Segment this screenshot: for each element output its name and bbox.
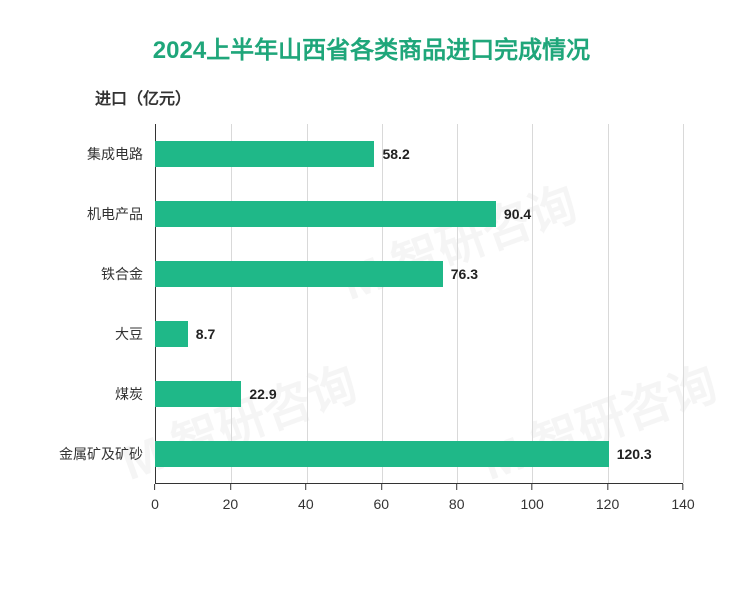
- x-tick-mark: [381, 484, 382, 490]
- x-tick-label: 140: [671, 496, 694, 512]
- x-axis-ticks: 020406080100120140: [155, 484, 683, 524]
- x-tick-label: 100: [520, 496, 543, 512]
- x-tick: 40: [298, 484, 314, 512]
- x-tick: 0: [151, 484, 159, 512]
- chart-container: 2024上半年山西省各类商品进口完成情况 进口（亿元） M 智研咨询 M 智研咨…: [0, 0, 743, 592]
- bar-row: 金属矿及矿砂120.3: [155, 441, 683, 466]
- bar: [155, 321, 188, 346]
- bar-value-label: 120.3: [617, 446, 652, 462]
- x-tick: 100: [520, 484, 543, 512]
- x-tick-label: 40: [298, 496, 314, 512]
- chart-bars: 集成电路58.2 机电产品90.4 铁合金76.3 大豆8.7 煤炭22.9 金属矿及矿砂…: [155, 124, 683, 484]
- bar-value-label: 22.9: [249, 386, 276, 402]
- x-tick-label: 20: [223, 496, 239, 512]
- bar: [155, 381, 241, 406]
- bar: [155, 441, 609, 466]
- bar-row: 集成电路58.2: [155, 141, 683, 166]
- category-label: 机电产品: [87, 204, 143, 224]
- x-tick-mark: [154, 484, 155, 490]
- chart-title: 2024上半年山西省各类商品进口完成情况: [40, 30, 703, 65]
- x-tick-mark: [532, 484, 533, 490]
- bar: [155, 261, 443, 286]
- bar-row: 铁合金76.3: [155, 261, 683, 286]
- x-tick-label: 80: [449, 496, 465, 512]
- x-tick-mark: [456, 484, 457, 490]
- x-tick: 140: [671, 484, 694, 512]
- x-tick-mark: [230, 484, 231, 490]
- x-tick-mark: [305, 484, 306, 490]
- bar-row: 机电产品90.4: [155, 201, 683, 226]
- gridline: [683, 124, 684, 483]
- plot-area: M 智研咨询 M 智研咨询 M 智研咨询 集成电路58.2机电产品90.4铁合金…: [155, 124, 683, 524]
- category-label: 煤炭: [115, 384, 143, 404]
- y-axis-label: 进口（亿元）: [95, 85, 703, 109]
- x-tick-mark: [682, 484, 683, 490]
- x-tick: 60: [373, 484, 389, 512]
- bar-value-label: 90.4: [504, 206, 531, 222]
- x-tick: 20: [223, 484, 239, 512]
- bar-value-label: 8.7: [196, 326, 215, 342]
- x-tick-label: 0: [151, 496, 159, 512]
- bar-row: 大豆8.7: [155, 321, 683, 346]
- x-tick: 80: [449, 484, 465, 512]
- category-label: 铁合金: [101, 264, 143, 284]
- x-tick-label: 120: [596, 496, 619, 512]
- x-tick-mark: [607, 484, 608, 490]
- bar: [155, 201, 496, 226]
- category-label: 大豆: [115, 324, 143, 344]
- bar-value-label: 76.3: [451, 266, 478, 282]
- x-tick-label: 60: [373, 496, 389, 512]
- category-label: 集成电路: [87, 144, 143, 164]
- x-tick: 120: [596, 484, 619, 512]
- bar: [155, 141, 374, 166]
- bar-row: 煤炭22.9: [155, 381, 683, 406]
- category-label: 金属矿及矿砂: [59, 444, 143, 464]
- bar-value-label: 58.2: [382, 146, 409, 162]
